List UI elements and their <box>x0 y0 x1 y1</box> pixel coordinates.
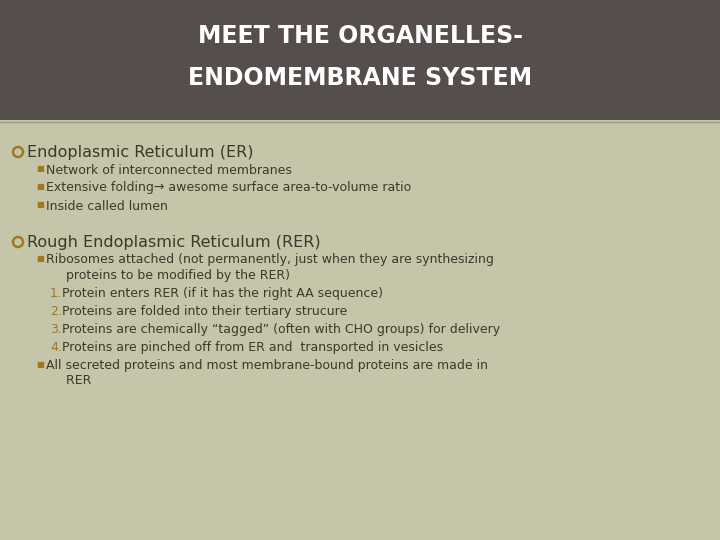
Text: RER: RER <box>54 374 91 387</box>
Text: proteins to be modified by the RER): proteins to be modified by the RER) <box>54 269 290 282</box>
Text: Protein enters RER (if it has the right AA sequence): Protein enters RER (if it has the right … <box>62 287 383 300</box>
Text: 1.: 1. <box>50 287 62 300</box>
Text: Proteins are pinched off from ER and  transported in vesicles: Proteins are pinched off from ER and tra… <box>62 341 443 354</box>
Text: Extensive folding→ awesome surface area-to-volume ratio: Extensive folding→ awesome surface area-… <box>46 181 411 194</box>
Text: 2.: 2. <box>50 305 62 318</box>
Bar <box>0 0 720 120</box>
Text: Proteins are chemically “tagged” (often with CHO groups) for delivery: Proteins are chemically “tagged” (often … <box>62 323 500 336</box>
Text: ENDOMEMBRANE SYSTEM: ENDOMEMBRANE SYSTEM <box>188 66 532 90</box>
Text: ■: ■ <box>36 360 44 369</box>
Text: ■: ■ <box>36 200 44 210</box>
Text: All secreted proteins and most membrane-bound proteins are made in: All secreted proteins and most membrane-… <box>46 359 488 372</box>
Text: Network of interconnected membranes: Network of interconnected membranes <box>46 164 292 177</box>
Text: ■: ■ <box>36 254 44 264</box>
Text: Proteins are folded into their tertiary strucure: Proteins are folded into their tertiary … <box>62 305 347 318</box>
Text: Endoplasmic Reticulum (ER): Endoplasmic Reticulum (ER) <box>27 145 253 159</box>
Text: Inside called lumen: Inside called lumen <box>46 199 168 213</box>
Text: MEET THE ORGANELLES-: MEET THE ORGANELLES- <box>197 24 523 48</box>
Text: ■: ■ <box>36 183 44 192</box>
Text: ■: ■ <box>36 165 44 173</box>
Text: Ribosomes attached (not permanently, just when they are synthesizing: Ribosomes attached (not permanently, jus… <box>46 253 494 267</box>
Text: 3.: 3. <box>50 323 62 336</box>
Text: 4.: 4. <box>50 341 62 354</box>
Text: Rough Endoplasmic Reticulum (RER): Rough Endoplasmic Reticulum (RER) <box>27 234 320 249</box>
